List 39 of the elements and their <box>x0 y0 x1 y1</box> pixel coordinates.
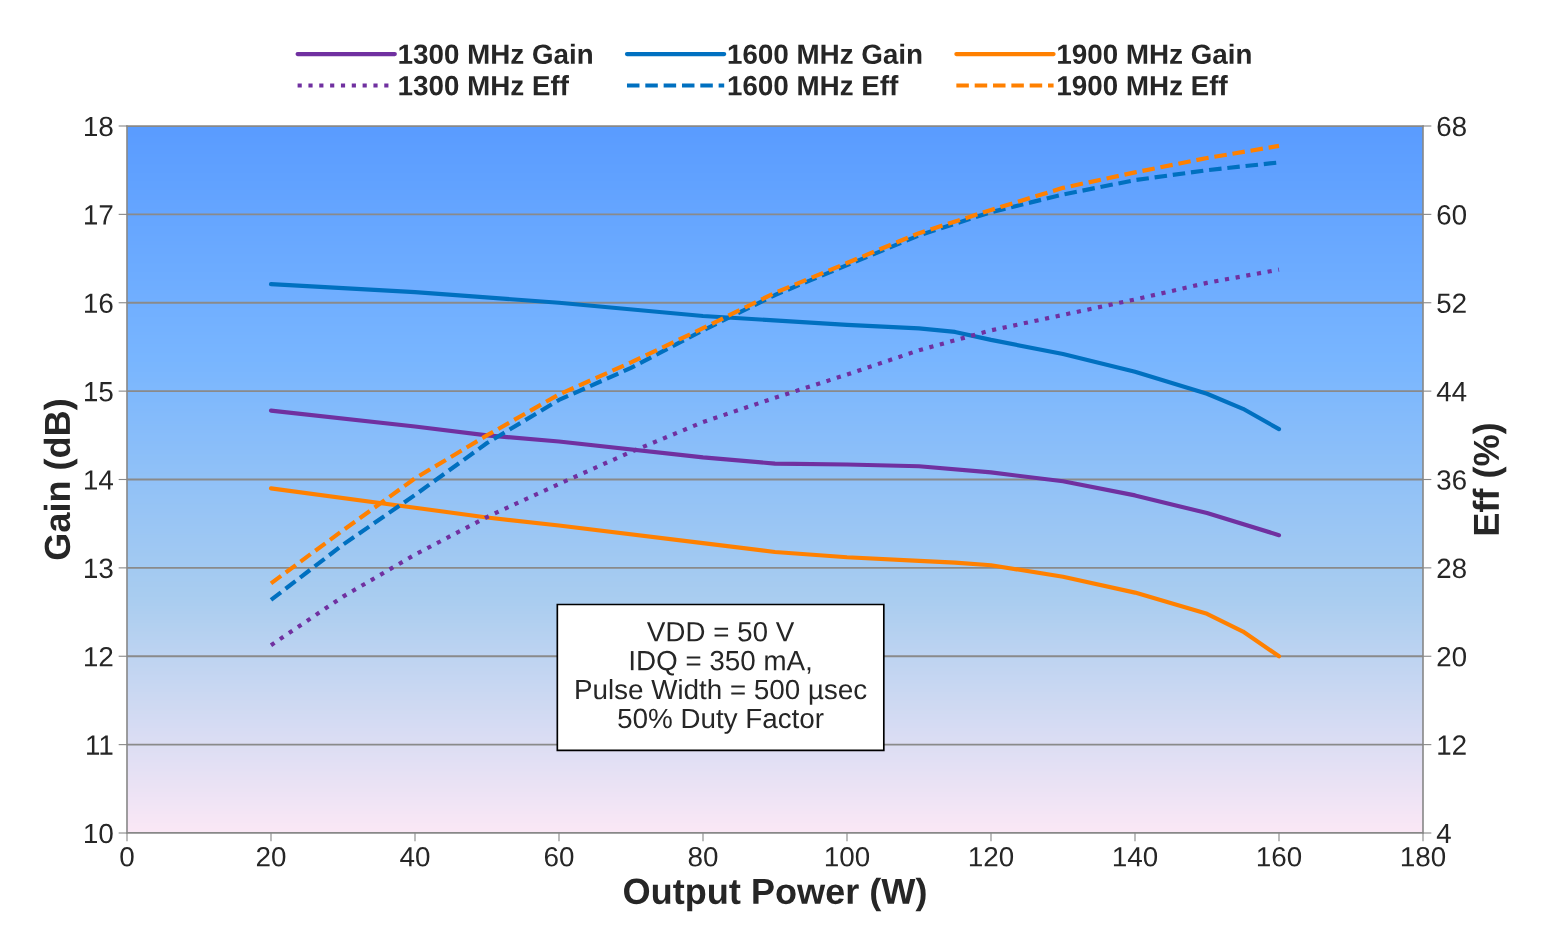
y-tick-label: 15 <box>85 382 113 402</box>
y-tick-label: 16 <box>85 293 113 314</box>
y-axis-title: Gain (dB) <box>43 400 78 560</box>
y-tick-label: 11 <box>87 735 113 755</box>
x-tick-label: 120 <box>969 846 1014 867</box>
x-tick-label: 80 <box>688 846 718 867</box>
y-tick-label: 17 <box>85 205 113 225</box>
y-tick-label: 10 <box>85 823 113 844</box>
y2-tick-label: 60 <box>1437 205 1467 225</box>
y-tick-label: 12 <box>85 646 113 667</box>
legend-label: 1900 MHz Gain <box>1058 43 1251 65</box>
y-tick-label: 18 <box>85 116 113 137</box>
y2-tick-label: 36 <box>1437 470 1466 490</box>
x-tick-label: 160 <box>1257 846 1302 867</box>
annotation: VDD = 50 V IDQ = 350 mA, Pulse Width = 500 µsec 50% Duty Factor <box>576 621 867 734</box>
x-tick-label: 20 <box>256 846 286 867</box>
legend-label: 1600 MHz Gain <box>728 43 922 65</box>
legend-label: 1900 MHz Eff <box>1058 75 1228 96</box>
line-series <box>268 267 1282 648</box>
y2-tick-label: 12 <box>1438 735 1466 755</box>
x-tick-label: 0 <box>120 846 134 867</box>
legend-label: 1600 MHz Eff <box>728 75 899 96</box>
y2-axis-title: Eff (%) <box>1472 424 1507 535</box>
y2-tick-label: 52 <box>1437 293 1466 314</box>
y-tick-label: 14 <box>85 470 113 490</box>
legend-label: 1300 MHz Eff <box>399 75 569 96</box>
x-tick-label: 100 <box>825 846 870 867</box>
x-axis-title: Output Power (W) <box>624 877 926 912</box>
y2-tick-label: 68 <box>1437 116 1466 137</box>
x-tick-label: 140 <box>1113 846 1158 867</box>
legend-label: 1300 MHz Gain <box>399 43 592 65</box>
x-tick-label: 180 <box>1401 846 1446 867</box>
x-tick-label: 60 <box>544 846 574 867</box>
y2-tick-label: 20 <box>1437 646 1467 667</box>
y-tick-label: 13 <box>85 558 113 579</box>
y2-tick-label: 44 <box>1436 382 1467 402</box>
y2-tick-label: 28 <box>1437 558 1466 579</box>
x-tick-label: 40 <box>400 846 430 867</box>
y2-tick-label: 4 <box>1436 823 1451 844</box>
